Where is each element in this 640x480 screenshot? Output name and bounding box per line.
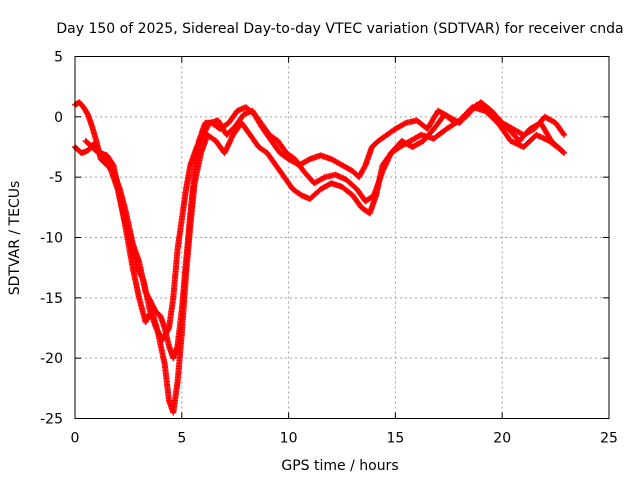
series-track-c [82, 101, 568, 344]
y-axis-label: SDTVAR / TECUs [7, 181, 23, 296]
data-point [561, 150, 568, 156]
data-point [560, 149, 567, 155]
x-tick-label: 25 [600, 431, 618, 447]
grid-layer [75, 56, 609, 419]
y-tick-label: 5 [54, 50, 63, 66]
tick-layer: 0 5 10 15 20 25 -25 -20 -15 -10 -5 0 5 [40, 50, 618, 447]
x-tick-label: 20 [493, 431, 511, 447]
x-tick-label: 15 [386, 431, 404, 447]
y-tick-label: -20 [40, 351, 63, 367]
data-point [561, 131, 568, 138]
x-tick-label: 5 [177, 431, 186, 447]
x-tick-label: 10 [280, 431, 298, 447]
data-point [560, 130, 567, 137]
series-layer [72, 99, 568, 416]
y-tick-label: -25 [40, 412, 63, 428]
chart-title: Day 150 of 2025, Sidereal Day-to-day VTE… [56, 21, 623, 37]
y-tick-label: -15 [40, 291, 63, 307]
x-tick-label: 0 [71, 431, 80, 447]
y-tick-label: -5 [49, 170, 63, 186]
y-tick-label: -10 [40, 231, 63, 247]
series-track-b [72, 104, 565, 416]
y-tick-label: 0 [54, 110, 63, 126]
x-axis-label: GPS time / hours [281, 458, 398, 474]
